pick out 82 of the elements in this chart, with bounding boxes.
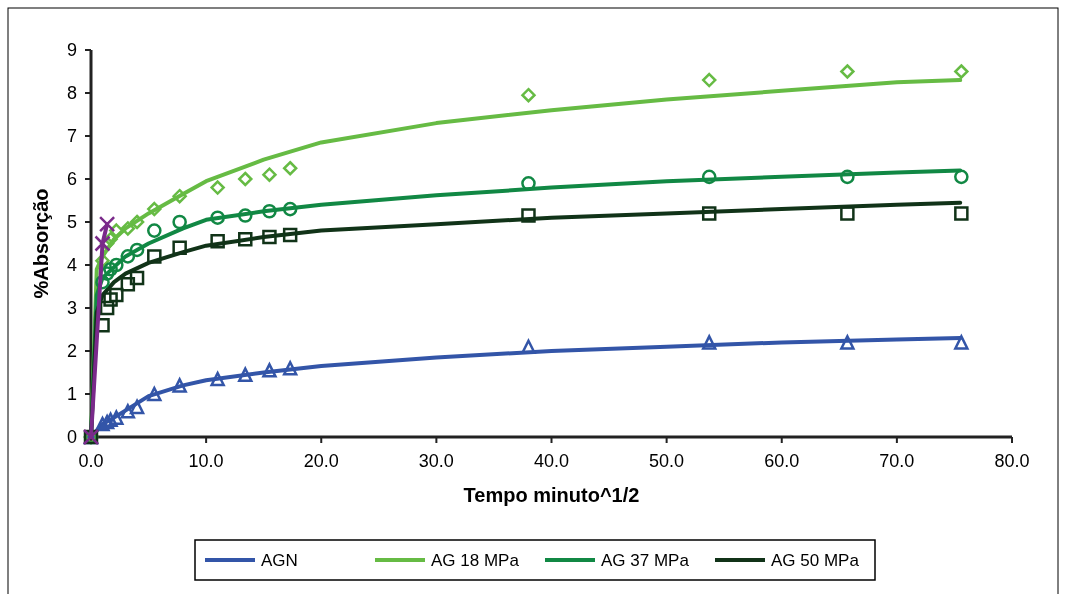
point — [954, 169, 969, 185]
point — [262, 203, 277, 219]
point — [109, 257, 124, 273]
point — [129, 399, 145, 415]
point — [120, 249, 136, 264]
x-tick-label: 60.0 — [764, 451, 800, 471]
point — [103, 262, 118, 277]
point — [129, 270, 145, 286]
y-tick-label: 5 — [66, 212, 77, 233]
point — [172, 188, 187, 204]
point — [954, 64, 969, 79]
legend-label: AGN — [261, 550, 298, 570]
point — [701, 206, 717, 221]
x-axis-title: Tempo minuto^1/2 — [463, 484, 640, 506]
point — [95, 416, 110, 432]
point — [210, 210, 225, 225]
point — [521, 208, 536, 223]
x-tick-label: 20.0 — [303, 451, 339, 471]
point — [147, 223, 162, 238]
y-tick-label: 3 — [66, 298, 77, 319]
point — [521, 87, 536, 103]
point — [701, 72, 717, 88]
x-tick-label: 40.0 — [533, 451, 570, 471]
x-tick-label: 80.0 — [994, 451, 1030, 471]
point — [238, 171, 253, 187]
point — [210, 234, 225, 249]
point — [109, 287, 124, 303]
point — [98, 215, 116, 233]
point — [282, 360, 298, 376]
x-tick-label: 30.0 — [418, 451, 454, 471]
legend-label: AG 18 MPa — [431, 550, 520, 570]
point — [120, 403, 136, 419]
x-tick-label: 50.0 — [649, 451, 685, 471]
point — [147, 201, 162, 217]
point — [210, 180, 225, 195]
point — [94, 235, 111, 252]
point — [103, 292, 118, 307]
point — [238, 367, 253, 382]
x-tick-label: 70.0 — [879, 451, 915, 471]
y-tick-label: 2 — [66, 341, 77, 362]
point — [282, 201, 298, 217]
point — [120, 277, 136, 292]
point — [172, 214, 187, 230]
point — [282, 227, 298, 243]
x-tick-label: 0.0 — [78, 451, 104, 471]
point — [109, 223, 124, 238]
point — [954, 206, 969, 221]
y-tick-label: 6 — [66, 169, 77, 190]
point — [840, 335, 855, 350]
point — [147, 386, 162, 402]
y-tick-label: 7 — [66, 126, 77, 147]
y-tick-label: 9 — [66, 40, 77, 61]
y-tick-label: 4 — [66, 255, 77, 276]
legend-label: AG 37 MPa — [601, 550, 690, 570]
point — [99, 300, 115, 316]
y-tick-label: 8 — [66, 83, 77, 104]
point — [238, 231, 253, 247]
point — [237, 208, 253, 223]
y-tick-label: 1 — [66, 384, 77, 405]
y-tick-label: 0 — [66, 427, 77, 448]
point — [954, 335, 969, 350]
legend-label: AG 50 MPa — [771, 550, 860, 570]
point — [129, 214, 145, 230]
point — [172, 240, 187, 256]
point — [521, 339, 536, 354]
y-axis-title: %Absorção — [30, 188, 52, 299]
point — [840, 64, 855, 79]
point — [701, 335, 717, 350]
point — [262, 363, 277, 378]
x-tick-label: 10.0 — [188, 451, 224, 471]
point — [262, 229, 277, 245]
point — [840, 206, 855, 221]
point — [147, 249, 162, 264]
point — [282, 161, 298, 176]
point — [262, 167, 277, 182]
point — [840, 169, 855, 185]
point — [210, 371, 225, 387]
point — [172, 378, 187, 393]
point — [129, 242, 145, 258]
point — [120, 221, 136, 236]
point — [109, 410, 124, 425]
point — [701, 169, 717, 185]
